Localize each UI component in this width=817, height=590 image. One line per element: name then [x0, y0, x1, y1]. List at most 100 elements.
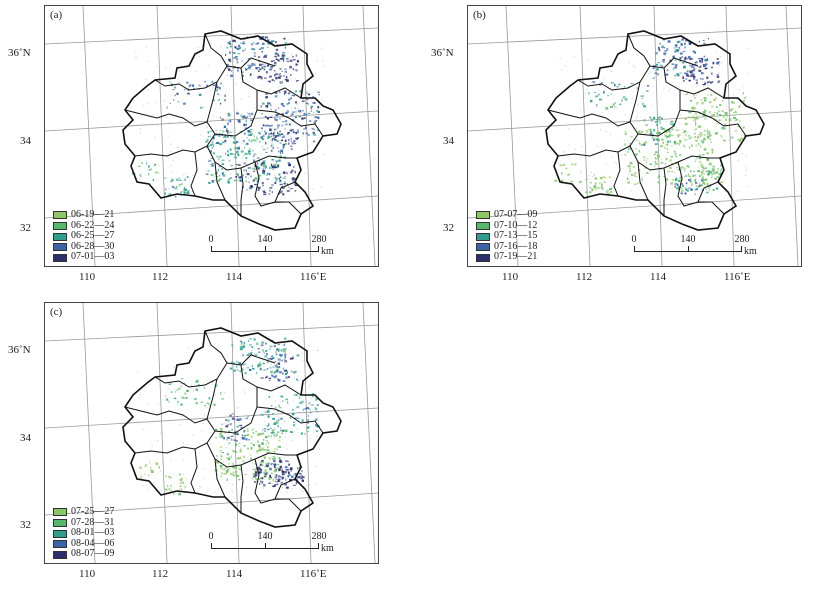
crop-pixel: [250, 442, 253, 445]
crop-pixel: [249, 148, 251, 150]
crop-pixel: [221, 452, 224, 454]
crop-pixel: [698, 139, 700, 141]
crop-pixel: [244, 38, 246, 40]
crop-pixel: [318, 448, 321, 450]
crop-pixel: [223, 125, 227, 128]
crop-pixel: [177, 403, 179, 406]
crop-pixel: [312, 188, 314, 190]
crop-pixel: [255, 67, 258, 70]
crop-pixel: [264, 115, 267, 118]
province-boundary: [122, 30, 342, 231]
crop-pixel: [137, 370, 139, 372]
crop-pixel: [270, 435, 273, 438]
crop-pixel: [216, 141, 220, 144]
crop-pixel: [567, 173, 570, 176]
crop-pixel: [725, 105, 728, 107]
crop-pixel: [699, 59, 702, 63]
crop-pixel: [277, 164, 280, 168]
crop-pixel: [244, 418, 246, 421]
crop-pixel: [259, 37, 262, 40]
crop-pixel: [586, 189, 588, 191]
crop-pixel: [283, 171, 286, 174]
boundaries: [122, 327, 342, 528]
crop-pixel: [666, 48, 669, 51]
crop-pixel: [718, 72, 720, 74]
crop-pixel: [636, 87, 639, 89]
longitude-label: 112: [152, 568, 169, 580]
crop-pixel: [223, 85, 225, 87]
crop-pixel: [262, 160, 266, 162]
crop-pixel: [277, 76, 281, 79]
crop-pixel: [282, 147, 285, 149]
crop-pixel: [226, 135, 230, 138]
crop-pixel: [228, 68, 231, 71]
crop-pixel: [741, 153, 743, 155]
crop-pixel: [280, 176, 282, 178]
crop-pixel: [713, 114, 715, 116]
crop-pixel: [258, 70, 260, 72]
crop-pixel: [221, 58, 223, 61]
crop-pixel: [163, 100, 165, 102]
crop-pixel: [659, 122, 661, 125]
crop-pixel: [730, 136, 734, 139]
crop-pixel: [689, 177, 692, 180]
crop-pixel: [213, 403, 216, 406]
crop-pixel: [236, 407, 238, 409]
crop-pixel: [269, 102, 271, 105]
crop-pixel: [710, 141, 712, 144]
crop-pixel: [260, 136, 263, 139]
crop-pixel: [216, 155, 219, 158]
crop-pixel: [708, 80, 710, 83]
crop-pixel: [720, 168, 722, 171]
legend-item: 08-04—06: [53, 538, 114, 550]
crop-pixel: [694, 139, 697, 142]
crop-pixel: [597, 93, 600, 96]
crop-pixel: [265, 151, 268, 153]
crop-pixel: [146, 60, 148, 62]
crop-pixel: [258, 477, 261, 480]
crop-pixel: [188, 84, 191, 88]
crop-pixel: [295, 474, 297, 476]
crop-pixel: [608, 176, 611, 179]
crop-pixel: [260, 463, 262, 466]
crop-pixel: [651, 133, 653, 135]
crop-pixel: [291, 94, 294, 97]
crop-pixel: [285, 398, 288, 401]
crop-pixel: [636, 115, 638, 117]
crop-pixel: [240, 114, 242, 117]
crop-pixel: [151, 115, 153, 117]
crop-pixel: [227, 67, 229, 69]
crop-pixel: [261, 138, 265, 141]
crop-pixel: [719, 172, 723, 175]
crop-pixel: [257, 364, 260, 368]
crop-pixel: [645, 124, 648, 126]
crop-pixel: [286, 60, 289, 63]
crop-pixel: [156, 65, 158, 67]
crop-pixel: [257, 75, 260, 77]
crop-pixel: [737, 159, 739, 162]
scale-bar-b: 0 140 280 km: [632, 234, 757, 264]
crop-pixel: [261, 447, 265, 450]
crop-pixel: [174, 195, 177, 198]
crop-pixel: [655, 121, 658, 123]
crop-pixel: [733, 117, 736, 119]
crop-pixel: [275, 448, 278, 451]
crop-pixel: [282, 359, 285, 361]
crop-pixel: [692, 109, 694, 112]
crop-pixel: [691, 144, 693, 147]
crop-pixel: [263, 63, 266, 65]
crop-pixel: [249, 454, 251, 456]
crop-pixel: [672, 123, 675, 126]
crop-pixel: [267, 39, 270, 42]
crop-pixel: [708, 133, 710, 136]
crop-pixel: [177, 101, 180, 103]
crop-pixel: [266, 368, 269, 370]
crop-pixel: [224, 467, 227, 469]
crop-pixel: [717, 176, 719, 179]
crop-pixel: [259, 377, 261, 379]
crop-pixel: [293, 140, 296, 143]
crop-pixel: [270, 357, 273, 359]
crop-pixel: [267, 428, 270, 431]
crop-pixel: [271, 159, 274, 161]
crop-pixel: [180, 386, 182, 388]
